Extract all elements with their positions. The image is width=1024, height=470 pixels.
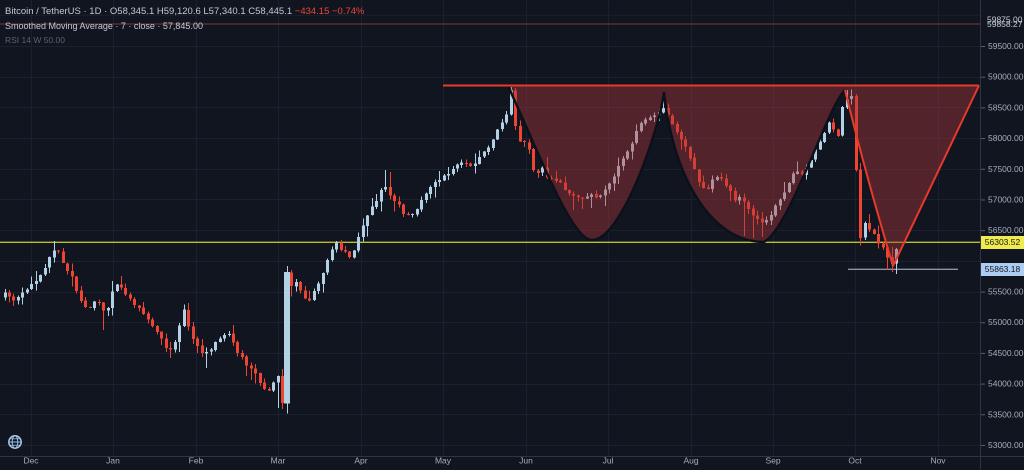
change-value: −434.15 −0.74%: [294, 6, 365, 17]
yellow-price-badge[interactable]: 56303.52: [981, 235, 1024, 249]
tradingview-logo[interactable]: [6, 435, 24, 449]
horizontal-lines[interactable]: [0, 23, 980, 270]
candles: [4, 87, 898, 414]
gridlines: [0, 0, 980, 456]
indicator-label-2: RSI 14 W 50.00: [5, 34, 66, 45]
indicator-legend-row-2[interactable]: RSI 14 W 50.00: [5, 34, 365, 45]
svg-text:Jan: Jan: [106, 456, 120, 466]
svg-text:59858.27: 59858.27: [987, 19, 1023, 29]
pattern-drawing[interactable]: [443, 84, 980, 267]
blue-price-label: 55863.18: [984, 264, 1021, 275]
svg-text:54000.00: 54000.00: [988, 379, 1024, 389]
svg-text:Jun: Jun: [519, 456, 533, 466]
svg-text:58500.00: 58500.00: [988, 102, 1024, 112]
svg-text:59500.00: 59500.00: [988, 41, 1024, 51]
chart-legend: Bitcoin / TetherUS · 1D · O58,345.1 H59,…: [5, 7, 365, 44]
svg-text:Sep: Sep: [765, 456, 780, 466]
svg-text:59875.00: 59875.00: [987, 15, 1023, 25]
svg-text:57000.00: 57000.00: [988, 194, 1024, 204]
svg-text:Mar: Mar: [271, 456, 286, 466]
svg-text:53500.00: 53500.00: [988, 409, 1024, 419]
indicator-legend-row[interactable]: Smoothed Moving Average · 7 · close · 57…: [5, 20, 365, 31]
svg-text:Nov: Nov: [930, 456, 946, 466]
ohlc-values: O58,345.1 H59,120.6 L57,340.1 C58,445.1: [109, 6, 295, 17]
pattern-fill: [508, 85, 979, 267]
symbol-legend-row[interactable]: Bitcoin / TetherUS · 1D · O58,345.1 H59,…: [5, 7, 365, 17]
indicator-label: Smoothed Moving Average · 7 · close · 57…: [5, 20, 203, 31]
pattern-v-line: [844, 85, 980, 267]
svg-text:59000.00: 59000.00: [988, 72, 1024, 82]
svg-text:55000.00: 55000.00: [988, 317, 1024, 327]
svg-text:55500.00: 55500.00: [988, 287, 1024, 297]
svg-text:Feb: Feb: [189, 456, 204, 466]
pattern-curve: [506, 85, 846, 244]
svg-text:Aug: Aug: [683, 456, 698, 466]
svg-text:Oct: Oct: [848, 456, 862, 466]
svg-text:57500.00: 57500.00: [988, 164, 1024, 174]
svg-text:Dec: Dec: [23, 456, 39, 466]
svg-text:54500.00: 54500.00: [988, 348, 1024, 358]
svg-text:Apr: Apr: [354, 456, 367, 466]
symbol-title: Bitcoin / TetherUS · 1D ·: [5, 6, 110, 17]
svg-text:58000.00: 58000.00: [988, 133, 1024, 143]
yellow-price-label: 56303.52: [984, 237, 1021, 248]
svg-text:53000.00: 53000.00: [988, 440, 1024, 450]
svg-text:Jul: Jul: [603, 456, 614, 466]
svg-text:May: May: [435, 456, 452, 466]
blue-price-badge[interactable]: 55863.18: [981, 262, 1024, 276]
svg-text:56500.00: 56500.00: [988, 225, 1024, 235]
